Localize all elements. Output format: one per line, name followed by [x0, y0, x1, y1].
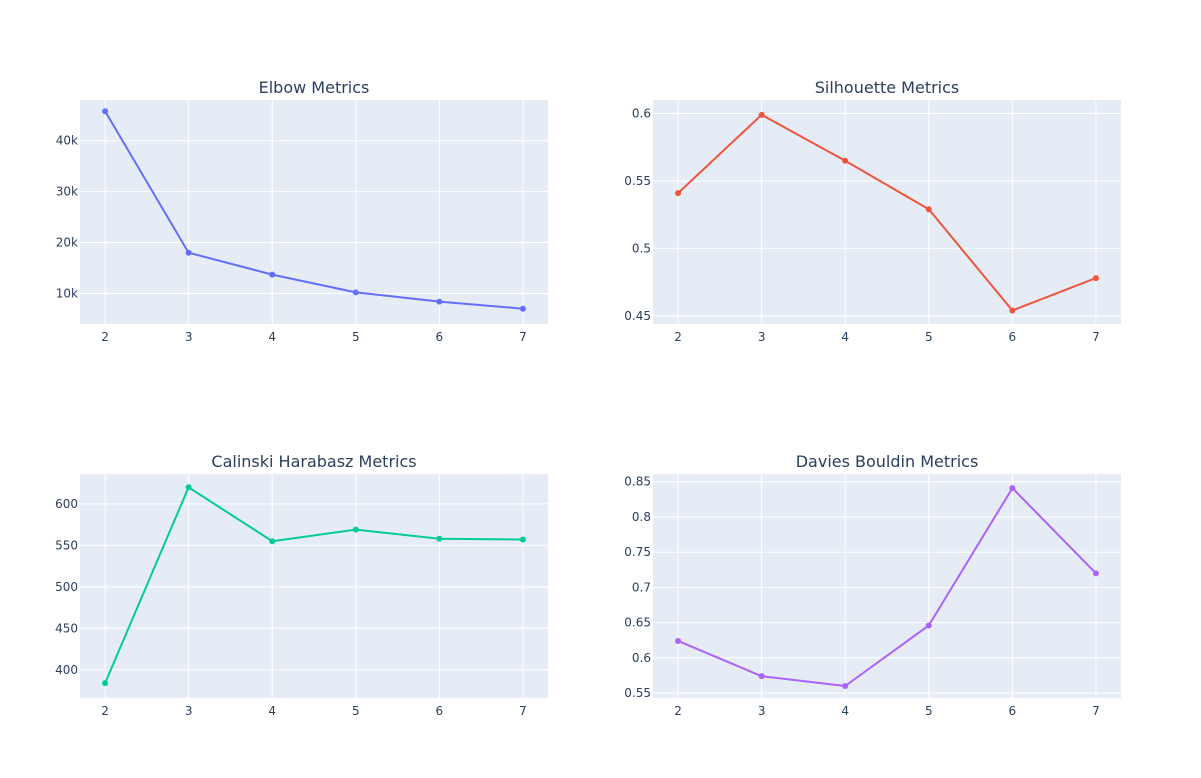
x-tick-label: 2	[101, 704, 109, 718]
data-point[interactable]	[436, 535, 443, 542]
y-tick-label: 20k	[56, 236, 78, 250]
data-point[interactable]	[436, 298, 443, 305]
y-tick-label: 0.5	[632, 241, 651, 255]
data-point[interactable]	[1009, 485, 1016, 492]
davies-bouldin-metrics-chart: 2 3 4 5 6 7 0.55 0.6 0.65 0.7 0.75 0.8 0.85 Davies Bo…	[624, 452, 1121, 718]
data-point[interactable]	[842, 157, 849, 164]
x-tick-label: 2	[674, 704, 682, 718]
plot-background	[80, 100, 548, 324]
x-tick-label: 7	[1092, 330, 1100, 344]
data-point[interactable]	[352, 526, 359, 533]
data-point[interactable]	[269, 538, 276, 545]
x-tick-label: 2	[101, 330, 109, 344]
x-tick-label: 3	[758, 330, 766, 344]
y-tick-label: 0.75	[624, 545, 651, 559]
calinski-harabasz-metrics-chart: 2 3 4 5 6 7 400 450 500 550 600 Calinski Harabasz M…	[55, 452, 548, 718]
y-tick-label: 30k	[56, 185, 78, 199]
y-tick-label: 0.55	[624, 174, 651, 188]
chart-title: Davies Bouldin Metrics	[796, 452, 979, 471]
y-tick-label: 500	[55, 580, 78, 594]
x-tick-label: 2	[674, 330, 682, 344]
x-tick-label: 7	[519, 704, 527, 718]
series-line	[677, 487, 1097, 687]
silhouette-metrics-chart: 2 3 4 5 6 7 0.45 0.5 0.55 0.6 Silhouette Metrics	[624, 78, 1121, 344]
y-tick-label: 600	[55, 497, 78, 511]
data-point[interactable]	[758, 673, 765, 680]
y-tick-label: 0.6	[632, 651, 651, 665]
y-tick-label: 0.7	[632, 580, 651, 594]
data-point[interactable]	[1009, 307, 1016, 314]
x-tick-label: 4	[841, 704, 849, 718]
data-point[interactable]	[519, 305, 526, 312]
data-point[interactable]	[269, 271, 276, 278]
data-point[interactable]	[102, 108, 109, 115]
data-point[interactable]	[1092, 570, 1099, 577]
x-tick-label: 6	[1009, 704, 1017, 718]
y-tick-label: 0.6	[632, 106, 651, 120]
y-tick-label: 450	[55, 621, 78, 635]
series-line	[104, 486, 523, 684]
y-tick-label: 550	[55, 538, 78, 552]
y-tick-label: 0.45	[624, 309, 651, 323]
data-point[interactable]	[185, 484, 192, 491]
chart-title: Calinski Harabasz Metrics	[211, 452, 416, 471]
data-point[interactable]	[675, 190, 682, 197]
x-tick-label: 6	[1009, 330, 1017, 344]
plot-background	[653, 474, 1121, 698]
x-tick-label: 3	[185, 330, 193, 344]
data-point[interactable]	[925, 622, 932, 629]
x-tick-label: 6	[436, 330, 444, 344]
x-tick-label: 4	[841, 330, 849, 344]
x-tick-label: 3	[185, 704, 193, 718]
plot-background	[80, 474, 548, 698]
y-tick-label: 0.65	[624, 616, 651, 630]
series-line	[677, 113, 1097, 312]
x-tick-label: 4	[268, 704, 276, 718]
x-tick-label: 7	[1092, 704, 1100, 718]
y-tick-label: 10k	[56, 286, 78, 300]
y-tick-label: 0.85	[624, 475, 651, 489]
x-tick-label: 5	[925, 704, 933, 718]
data-point[interactable]	[102, 680, 109, 687]
elbow-metrics-chart: 2 3 4 5 6 7 10k 20k 30k 40k Elbow Metrics	[56, 78, 548, 344]
data-point[interactable]	[519, 536, 526, 543]
data-point[interactable]	[675, 637, 682, 644]
series-line	[104, 110, 523, 310]
y-tick-label: 40k	[56, 134, 78, 148]
x-tick-label: 5	[352, 330, 360, 344]
y-tick-label: 400	[55, 663, 78, 677]
data-point[interactable]	[185, 249, 192, 256]
y-tick-label: 0.8	[632, 510, 651, 524]
data-point[interactable]	[758, 111, 765, 118]
plot-background	[653, 100, 1121, 324]
x-tick-label: 6	[436, 704, 444, 718]
data-point[interactable]	[842, 683, 849, 690]
data-point[interactable]	[1092, 275, 1099, 282]
x-tick-label: 5	[352, 704, 360, 718]
y-tick-label: 0.55	[624, 686, 651, 700]
chart-title: Elbow Metrics	[259, 78, 370, 97]
data-point[interactable]	[925, 206, 932, 213]
x-tick-label: 5	[925, 330, 933, 344]
x-tick-label: 3	[758, 704, 766, 718]
chart-title: Silhouette Metrics	[815, 78, 960, 97]
data-point[interactable]	[352, 289, 359, 296]
x-tick-label: 4	[268, 330, 276, 344]
x-tick-label: 7	[519, 330, 527, 344]
